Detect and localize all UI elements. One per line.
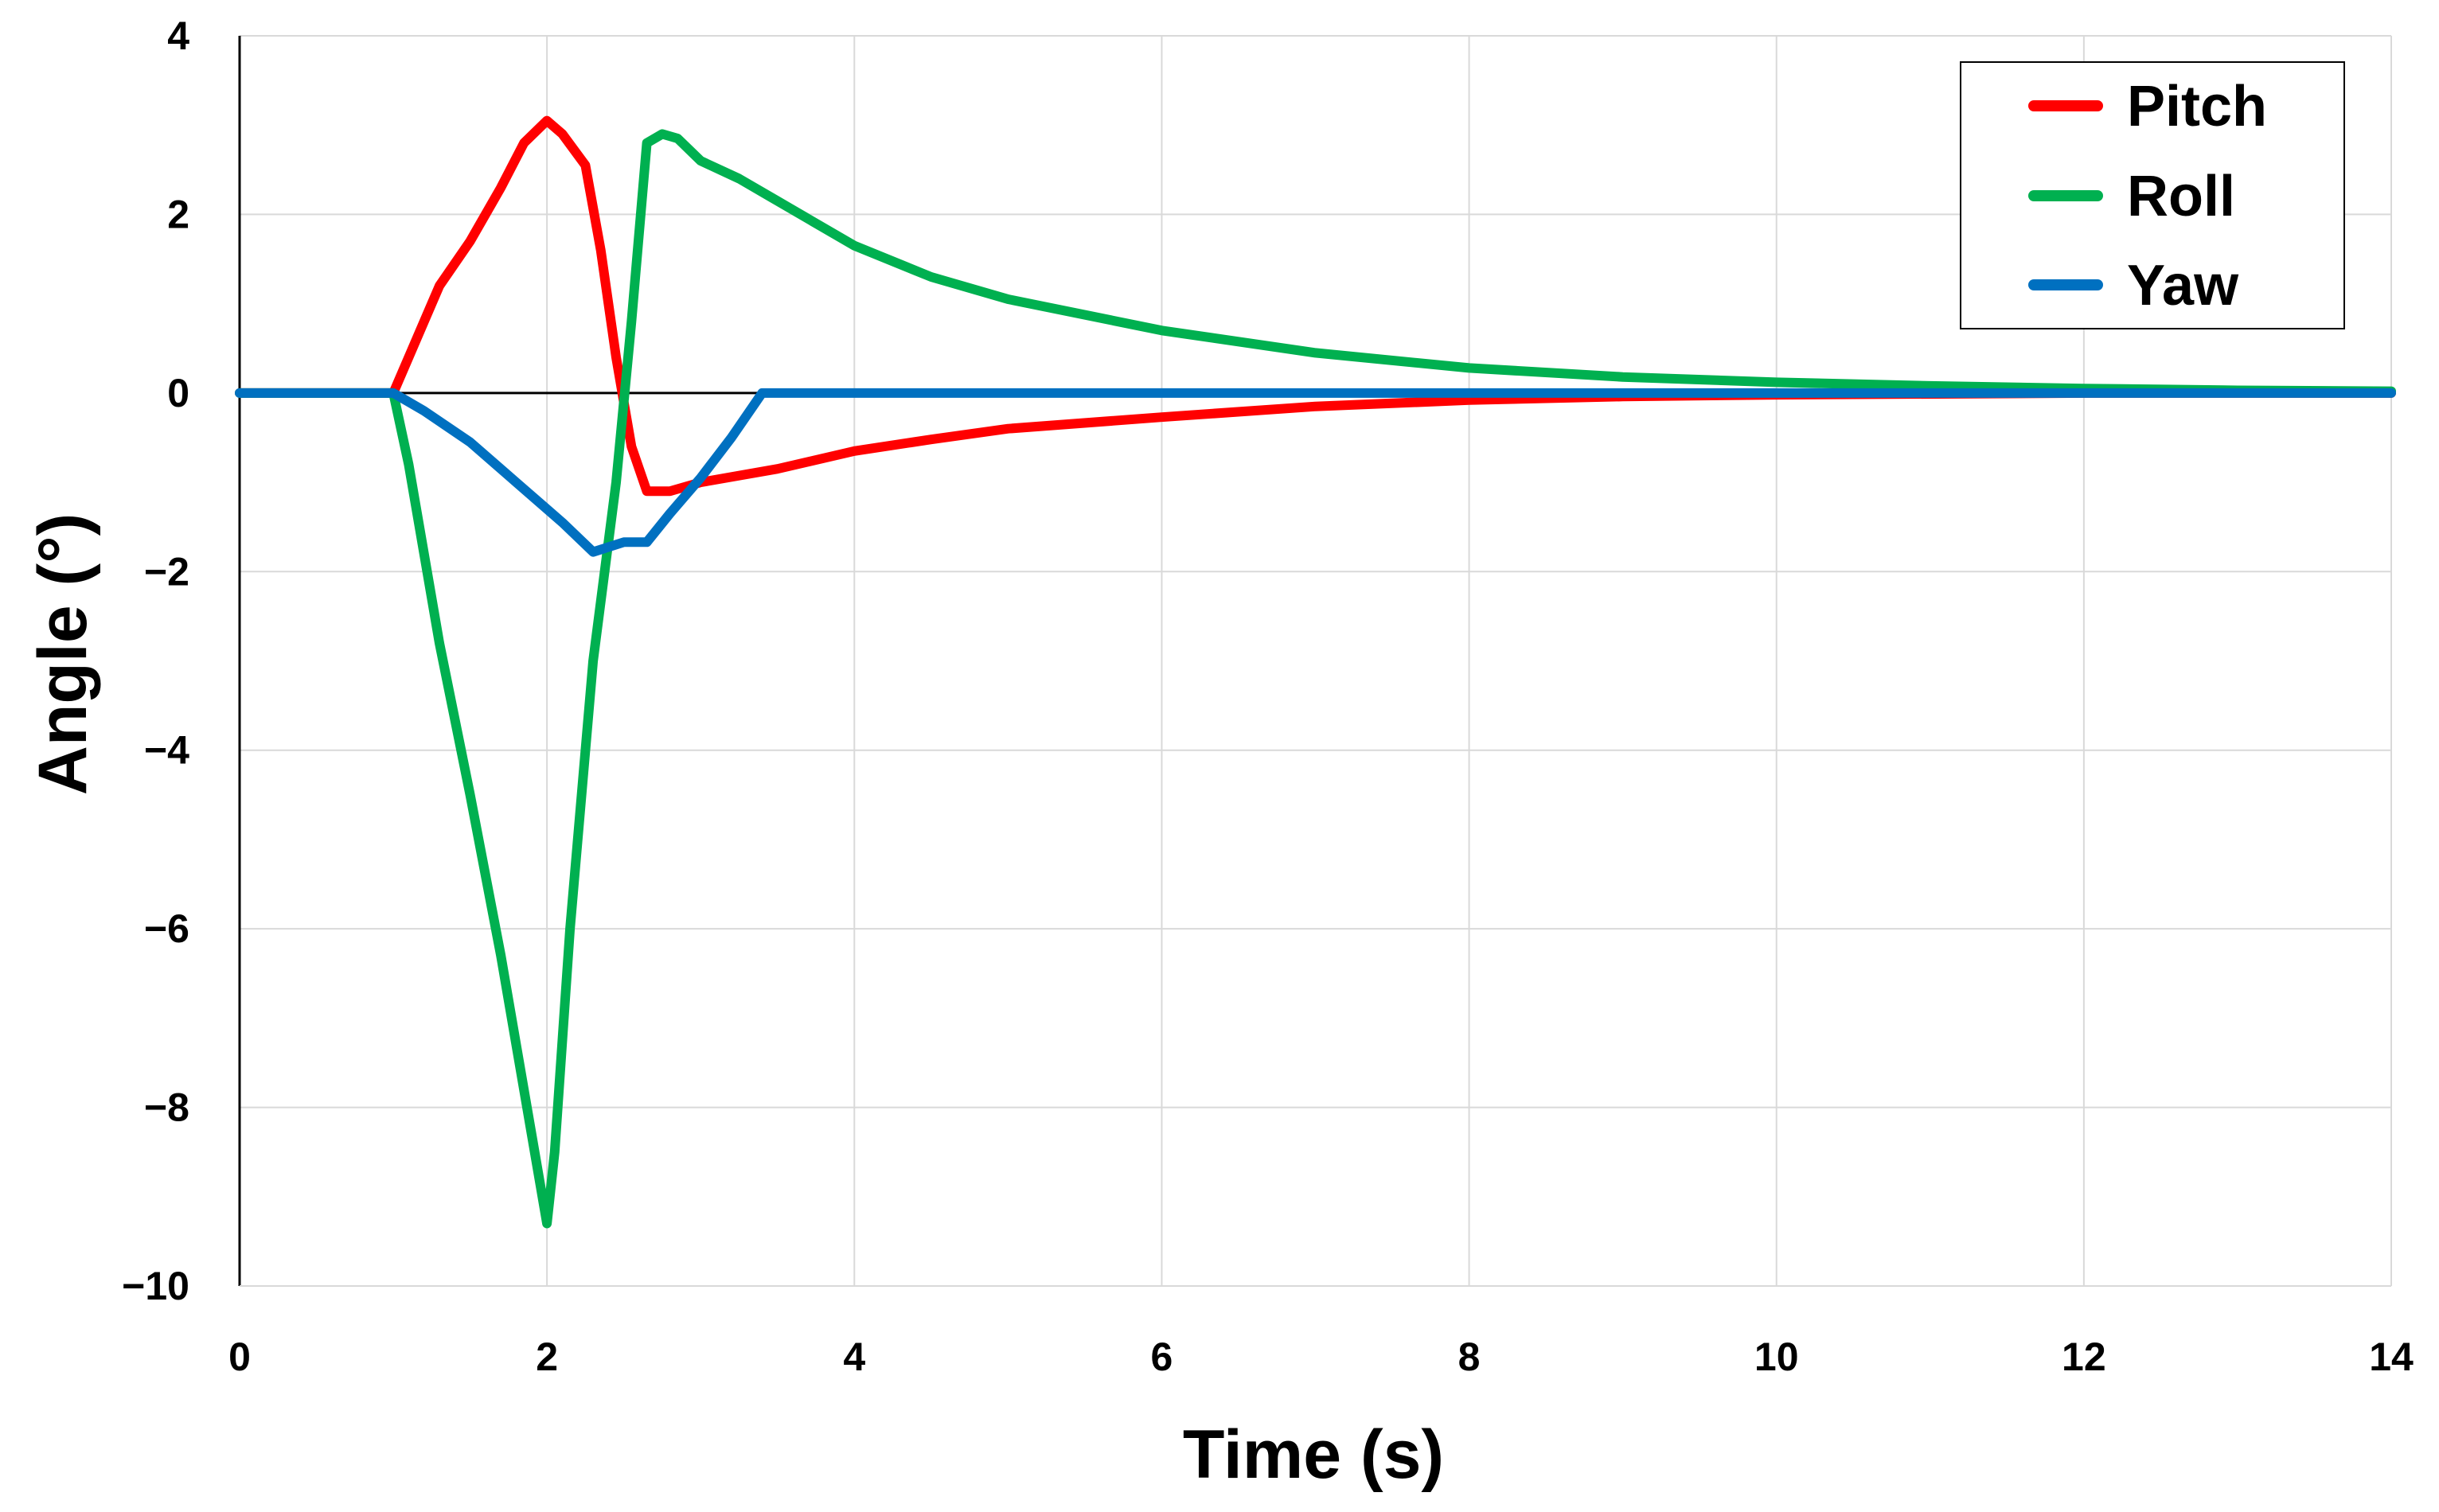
y-tick-label: −6 (144, 906, 189, 951)
legend-box (1960, 61, 2345, 329)
x-tick-label: 14 (2369, 1335, 2414, 1379)
x-tick-label: 4 (843, 1335, 865, 1379)
y-tick-label: 2 (167, 192, 189, 236)
y-tick-label: −10 (122, 1264, 189, 1308)
y-tick-label: 4 (167, 14, 189, 58)
series-line-roll (235, 129, 2396, 1229)
x-tick-label: 0 (228, 1335, 251, 1379)
x-tick-label: 6 (1151, 1335, 1173, 1379)
y-tick-label: −8 (144, 1085, 189, 1130)
y-tick-label: 0 (167, 371, 189, 415)
series-lines (235, 115, 2396, 1229)
x-tick-label: 10 (1754, 1335, 1799, 1379)
series-line-pitch (235, 115, 2396, 497)
y-tick-label: −2 (144, 549, 189, 594)
legend-label-pitch: Pitch (2127, 75, 2267, 138)
legend-label-roll: Roll (2127, 165, 2235, 228)
series-line-yaw (235, 388, 2396, 557)
y-tick-label: −4 (144, 728, 189, 773)
legend-items: Pitch Roll Yaw (2028, 75, 2267, 318)
x-tick-label: 8 (1458, 1335, 1481, 1379)
legend-label-yaw: Yaw (2127, 254, 2239, 318)
tick-labels: 0 2 4 6 8 10 12 14 4 2 0 −2 −4 −6 −8 −10 (122, 14, 2414, 1379)
legend: Pitch Roll Yaw (1960, 61, 2345, 329)
y-axis-title: Angle (°) (25, 513, 101, 795)
x-tick-label: 2 (536, 1335, 558, 1379)
x-tick-label: 12 (2062, 1335, 2106, 1379)
x-axis-title: Time (s) (1183, 1417, 1444, 1493)
